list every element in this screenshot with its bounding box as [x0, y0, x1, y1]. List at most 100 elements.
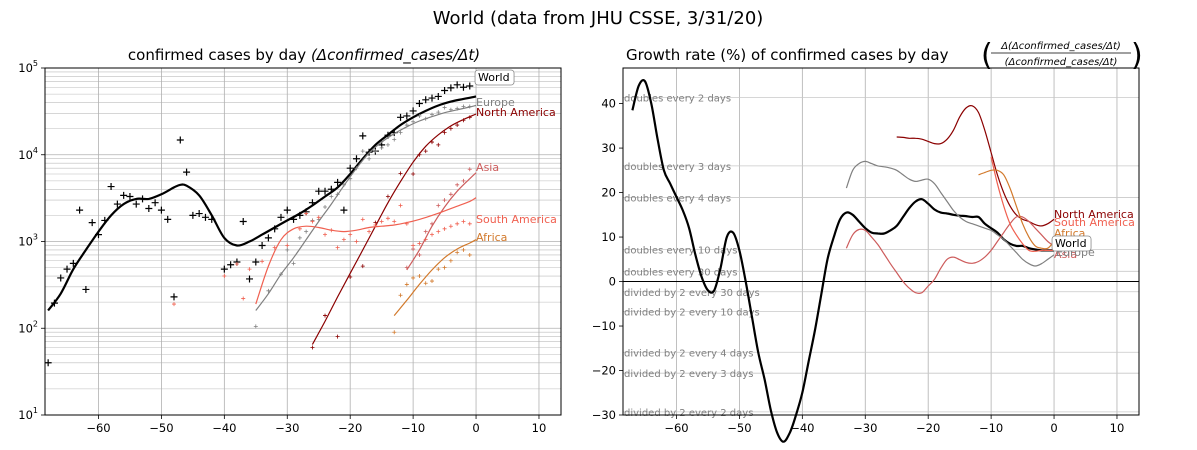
data-point — [448, 192, 453, 197]
right-series-line-africa — [978, 169, 1055, 250]
right-y-tick-label: 0 — [609, 275, 616, 289]
left-y-tick-label: 103 — [18, 233, 38, 249]
data-point — [260, 259, 265, 264]
data-point — [417, 252, 422, 257]
data-point — [176, 136, 184, 144]
data-point — [423, 149, 428, 154]
left-chart-title-math: (Δconfirmed_cases/Δt) — [311, 46, 480, 65]
data-point — [436, 203, 441, 208]
data-point — [422, 96, 430, 104]
left-plot-frame — [44, 67, 562, 416]
data-point — [360, 217, 365, 222]
data-point — [340, 206, 348, 214]
data-point — [126, 193, 134, 201]
data-point — [348, 232, 353, 237]
data-point — [44, 359, 52, 367]
data-point — [379, 145, 384, 150]
data-point — [164, 215, 172, 223]
left-x-tick-label: 10 — [532, 421, 547, 435]
reference-label: divided by 2 every 2 days — [624, 408, 753, 419]
data-point — [76, 206, 84, 214]
data-point — [367, 156, 372, 161]
data-point — [252, 258, 260, 266]
data-point — [291, 261, 296, 266]
data-point — [467, 252, 472, 257]
data-point — [436, 142, 441, 147]
right-y-tick-label: −30 — [592, 408, 616, 422]
data-point — [461, 219, 466, 224]
data-point — [321, 187, 329, 195]
data-point — [170, 293, 178, 301]
data-point — [285, 243, 290, 248]
series-label-world: World — [478, 71, 510, 84]
reference-label: doubles every 30 days — [624, 267, 737, 278]
right-x-tick-label: −40 — [790, 421, 814, 435]
data-point — [323, 232, 328, 237]
data-point — [397, 113, 405, 121]
series-line — [255, 197, 477, 305]
right-plot-frame — [622, 67, 1140, 416]
data-point — [195, 210, 203, 218]
right-y-tick-label: 20 — [601, 186, 616, 200]
data-point — [453, 81, 461, 89]
data-point — [455, 221, 460, 226]
left-chart-title: confirmed cases by day (Δconfirmed_cases… — [128, 46, 480, 65]
left-chart: −60 −50 −40 −30 −20 −10 0 10 101 102 103 104 105 Worl… — [18, 59, 562, 435]
data-point — [234, 262, 239, 267]
data-point — [411, 246, 416, 251]
data-point — [352, 155, 360, 163]
right-x-tick-label: −60 — [664, 421, 688, 435]
data-point — [132, 200, 140, 208]
data-point — [360, 264, 365, 269]
right-title-fraction-numerator: Δ(Δconfirmed_cases/Δt) — [1000, 41, 1121, 52]
right-series-label-world: World — [1055, 237, 1087, 250]
left-series-europe — [253, 104, 477, 329]
left-y-tick-label: 101 — [18, 406, 38, 422]
data-point — [57, 274, 65, 282]
left-y-tick-label: 105 — [18, 59, 38, 75]
data-point — [183, 168, 191, 176]
data-point — [304, 211, 309, 216]
series-line — [255, 104, 477, 311]
data-point — [448, 258, 453, 263]
data-point — [82, 285, 90, 293]
data-point — [359, 132, 367, 140]
data-point — [411, 243, 416, 248]
right-x-tick-label: −20 — [916, 421, 940, 435]
data-point — [442, 226, 447, 231]
data-point — [341, 237, 346, 242]
data-point — [430, 112, 434, 117]
series-label-south-america: South America — [476, 213, 557, 226]
left-y-tick-label: 102 — [18, 319, 38, 335]
left-x-tick-label: −20 — [338, 421, 362, 435]
data-point — [467, 167, 472, 172]
right-series-label-south-america: South America — [1054, 216, 1135, 229]
data-point — [335, 245, 340, 250]
data-point — [467, 221, 472, 226]
data-point — [436, 267, 441, 272]
right-series-line-south-america — [990, 156, 1054, 252]
data-point — [403, 112, 411, 120]
data-point — [120, 191, 128, 199]
data-point — [448, 126, 453, 131]
data-point — [442, 265, 447, 270]
reference-label: doubles every 3 days — [624, 162, 731, 173]
data-point — [461, 178, 466, 183]
data-point — [367, 229, 372, 234]
left-x-tick-label: −30 — [275, 421, 299, 435]
reference-label: divided by 2 every 3 days — [624, 369, 753, 380]
data-point — [417, 241, 422, 246]
data-point — [379, 219, 384, 224]
data-point — [334, 178, 342, 186]
data-point — [354, 239, 359, 244]
reference-label: divided by 2 every 4 days — [624, 348, 753, 359]
data-point — [88, 219, 96, 227]
right-series-label-north-america: North America — [1054, 208, 1134, 221]
data-point — [415, 99, 423, 107]
data-point — [297, 235, 302, 240]
data-point — [466, 82, 474, 90]
data-point — [310, 345, 315, 350]
right-x-tick-label: −10 — [979, 421, 1003, 435]
right-y-tick-label: −10 — [592, 319, 616, 333]
right-y-tick-label: 40 — [601, 97, 616, 111]
